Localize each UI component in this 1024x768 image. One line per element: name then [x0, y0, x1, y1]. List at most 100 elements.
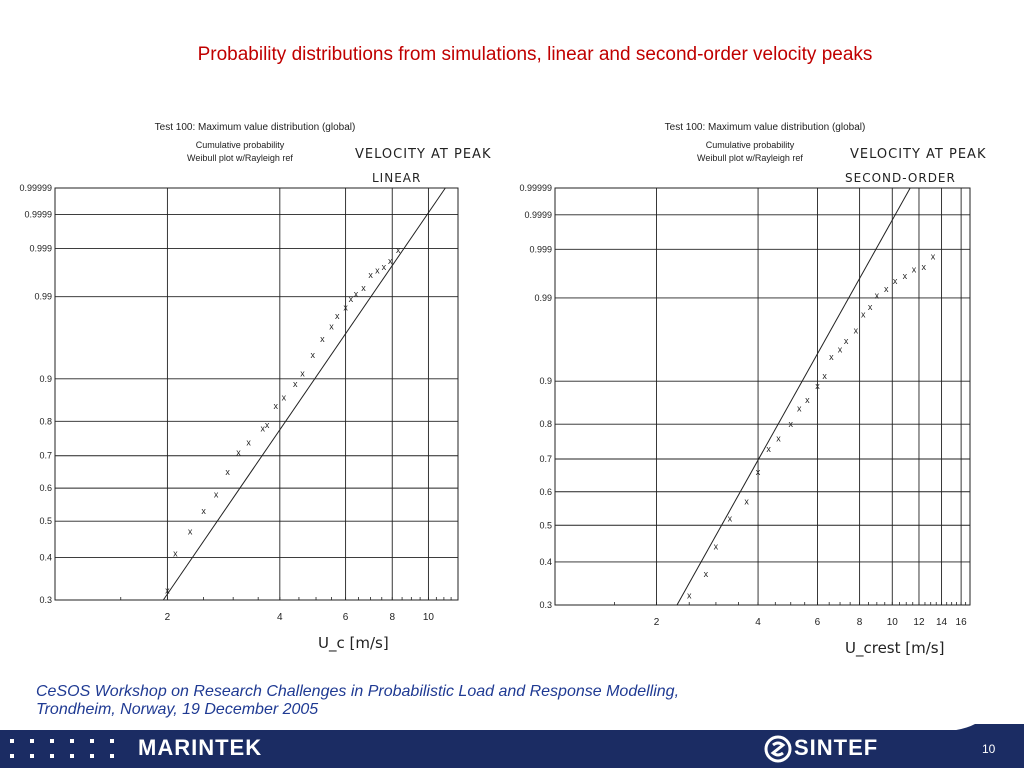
chart-1-data-point: x — [861, 309, 866, 319]
chart-1-y-tick-label: 0.9999 — [524, 210, 552, 220]
chart-0-data-point: x — [165, 586, 170, 596]
chart-1-data-point: x — [931, 252, 936, 262]
chart-0-data-point: x — [354, 289, 359, 299]
chart-1-data-point: x — [687, 591, 692, 601]
chart-1-data-point: x — [838, 345, 843, 355]
chart-0-y-tick-label: 0.99 — [34, 292, 52, 302]
chart-0-data-point: x — [349, 294, 354, 304]
chart-1-data-point: x — [815, 381, 820, 391]
chart-1-x-tick-label: 6 — [815, 617, 821, 628]
chart-1-annotation-1: VELOCITY AT PEAK — [850, 147, 986, 162]
chart-0-data-point: x — [335, 311, 340, 321]
chart-second-order-velocity: 0.99999 0.9999 0.999 0.99 0.9 0.8 0.7 0.6 0.5 0.4… — [519, 122, 986, 658]
chart-1-data-point: x — [903, 271, 908, 281]
chart-0-data-point: x — [388, 256, 393, 266]
chart-1-y-tick-label: 0.5 — [539, 520, 552, 530]
footer-line-2: Trondheim, Norway, 19 December 2005 — [36, 701, 319, 718]
chart-0-data-point: x — [214, 490, 219, 500]
chart-1-data-point: x — [868, 302, 873, 312]
chart-1-data-point: x — [829, 352, 834, 362]
page-number: 10 — [982, 742, 996, 756]
chart-1-data-point: x — [912, 264, 917, 274]
chart-0-data-point: x — [273, 401, 278, 411]
chart-0-y-tick-label: 0.9999 — [24, 209, 52, 219]
chart-0-data-point: x — [368, 270, 373, 280]
chart-1-data-point: x — [797, 404, 802, 414]
chart-1-data-point: x — [714, 542, 719, 552]
chart-0-annotation-1: VELOCITY AT PEAK — [355, 147, 491, 162]
chart-1-x-tick-label: 14 — [936, 617, 948, 628]
chart-0-x-tick-label: 2 — [165, 612, 171, 623]
chart-0-data-point: x — [329, 322, 334, 332]
chart-0-data-point: x — [225, 467, 230, 477]
chart-1-data-point: x — [788, 419, 793, 429]
chart-1-annotation-2: SECOND-ORDER — [845, 171, 956, 185]
sintef-logo-text: SINTEF — [794, 735, 879, 760]
chart-1-x-tick-label: 16 — [956, 617, 968, 628]
chart-1-y-tick-label: 0.999 — [529, 244, 552, 254]
chart-0-data-point: x — [265, 420, 270, 430]
chart-0-data-point: x — [320, 334, 325, 344]
chart-1-data-point: x — [893, 276, 898, 286]
chart-linear-velocity: 0.99999 0.9999 0.999 0.99 0.9 0.8 0.7 0.6 0.5 0.4… — [19, 122, 491, 653]
chart-0-x-axis-label: U_c [m/s] — [318, 634, 389, 653]
chart-1-data-point: x — [844, 336, 849, 346]
chart-0-y-tick-label: 0.7 — [39, 451, 52, 461]
chart-1-x-tick-label: 12 — [913, 617, 925, 628]
chart-1-reference-line — [676, 187, 911, 606]
footer-workshop-text: CeSOS Workshop on Research Challenges in… — [36, 683, 679, 719]
chart-0-x-tick-label: 4 — [277, 612, 283, 623]
chart-0-data-point: x — [188, 527, 193, 537]
chart-1-data-point: x — [766, 444, 771, 454]
chart-1-x-tick-label: 2 — [654, 617, 660, 628]
chart-0-y-tick-label: 0.3 — [39, 595, 52, 605]
chart-1-data-point: x — [875, 290, 880, 300]
chart-1-data-point: x — [728, 513, 733, 523]
chart-1-data-point: x — [854, 326, 859, 336]
chart-1-y-tick-label: 0.99 — [534, 293, 552, 303]
chart-0-title: Test 100: Maximum value distribution (gl… — [155, 122, 356, 133]
chart-1-y-tick-label: 0.7 — [539, 454, 552, 464]
chart-0-data-point: x — [382, 262, 387, 272]
chart-1-y-tick-label: 0.3 — [539, 600, 552, 610]
chart-1-x-tick-label: 8 — [857, 617, 863, 628]
chart-0-subtitle-2: Weibull plot w/Rayleigh ref — [187, 153, 293, 163]
chart-1-y-tick-label: 0.8 — [539, 419, 552, 429]
chart-1-data-point: x — [805, 395, 810, 405]
marintek-logo-text: MARINTEK — [138, 735, 263, 760]
chart-1-data-point: x — [744, 497, 749, 507]
chart-0-y-tick-label: 0.999 — [29, 244, 52, 254]
chart-0-data-point: x — [282, 393, 287, 403]
chart-0-data-point: x — [375, 265, 380, 275]
chart-0-y-tick-label: 0.5 — [39, 516, 52, 526]
chart-0-data-point: x — [293, 379, 298, 389]
chart-1-data-point: x — [704, 569, 709, 579]
sintef-swirl-icon — [764, 735, 792, 763]
chart-0-y-tick-label: 0.4 — [39, 552, 52, 562]
chart-0-data-point: x — [260, 424, 265, 434]
chart-0-y-tick-label: 0.9 — [39, 374, 52, 384]
chart-1-x-tick-label: 10 — [887, 617, 899, 628]
marintek-dots-logo — [10, 739, 114, 758]
chart-1-y-tick-label: 0.99999 — [519, 183, 552, 193]
chart-0-x-tick-label: 6 — [343, 612, 349, 623]
chart-1-data-point: x — [776, 434, 781, 444]
chart-0-data-point: x — [310, 350, 315, 360]
chart-0-data-point: x — [236, 447, 241, 457]
chart-1-data-point: x — [922, 262, 927, 272]
chart-1-data-point: x — [756, 467, 761, 477]
footer-bar: MARINTEK SINTEF 10 — [0, 730, 1024, 768]
chart-0-subtitle-1: Cumulative probability — [196, 140, 285, 150]
chart-0-x-tick-label: 10 — [423, 612, 435, 623]
chart-0-data-point: x — [173, 549, 178, 559]
chart-1-x-tick-label: 4 — [755, 617, 761, 628]
chart-0-data-point: x — [246, 437, 251, 447]
chart-0-data-point: x — [396, 245, 401, 255]
chart-0-y-tick-label: 0.8 — [39, 416, 52, 426]
chart-1-subtitle-1: Cumulative probability — [706, 140, 795, 150]
chart-0-y-tick-label: 0.99999 — [19, 183, 52, 193]
chart-1-data-point: x — [884, 284, 889, 294]
slide-title: Probability distributions from simulatio… — [197, 44, 873, 65]
chart-0-y-tick-label: 0.6 — [39, 483, 52, 493]
chart-0-reference-line — [162, 187, 446, 601]
